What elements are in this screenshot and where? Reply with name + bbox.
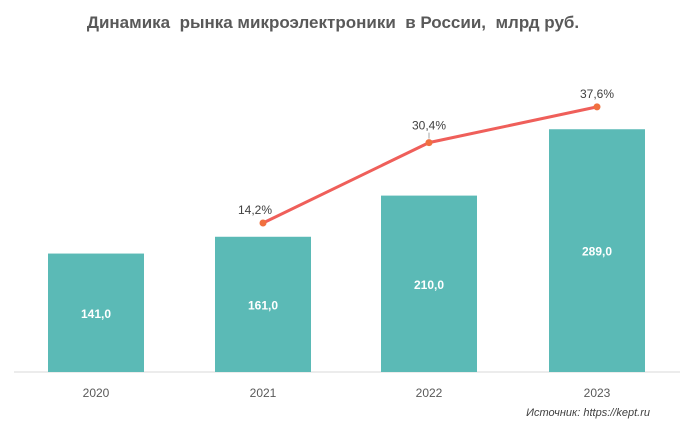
bar-2021 <box>215 236 311 372</box>
bar-2023 <box>549 129 645 372</box>
bar-label-2021: 161,0 <box>248 298 278 312</box>
bar-2022 <box>381 195 477 372</box>
growth-point-2021 <box>259 219 267 227</box>
growth-label-2023: 37,6% <box>580 87 614 101</box>
source-note: Источник: https://kept.ru <box>526 407 650 419</box>
bar-label-2023: 289,0 <box>582 245 612 259</box>
x-tick-2023: 2023 <box>584 386 611 400</box>
chart-title: Динамика рынка микроэлектроники в России… <box>87 13 579 32</box>
bar-2020 <box>48 253 144 372</box>
bar-label-2022: 210,0 <box>414 278 444 292</box>
x-tick-2022: 2022 <box>416 386 443 400</box>
bar-label-2020: 141,0 <box>81 307 111 321</box>
x-tick-2021: 2021 <box>250 386 277 400</box>
growth-label-2022: 30,4% <box>412 119 446 133</box>
growth-point-2022 <box>425 139 433 147</box>
x-tick-2020: 2020 <box>83 386 110 400</box>
growth-label-2021: 14,2% <box>238 203 272 217</box>
growth-point-2023 <box>593 103 601 111</box>
